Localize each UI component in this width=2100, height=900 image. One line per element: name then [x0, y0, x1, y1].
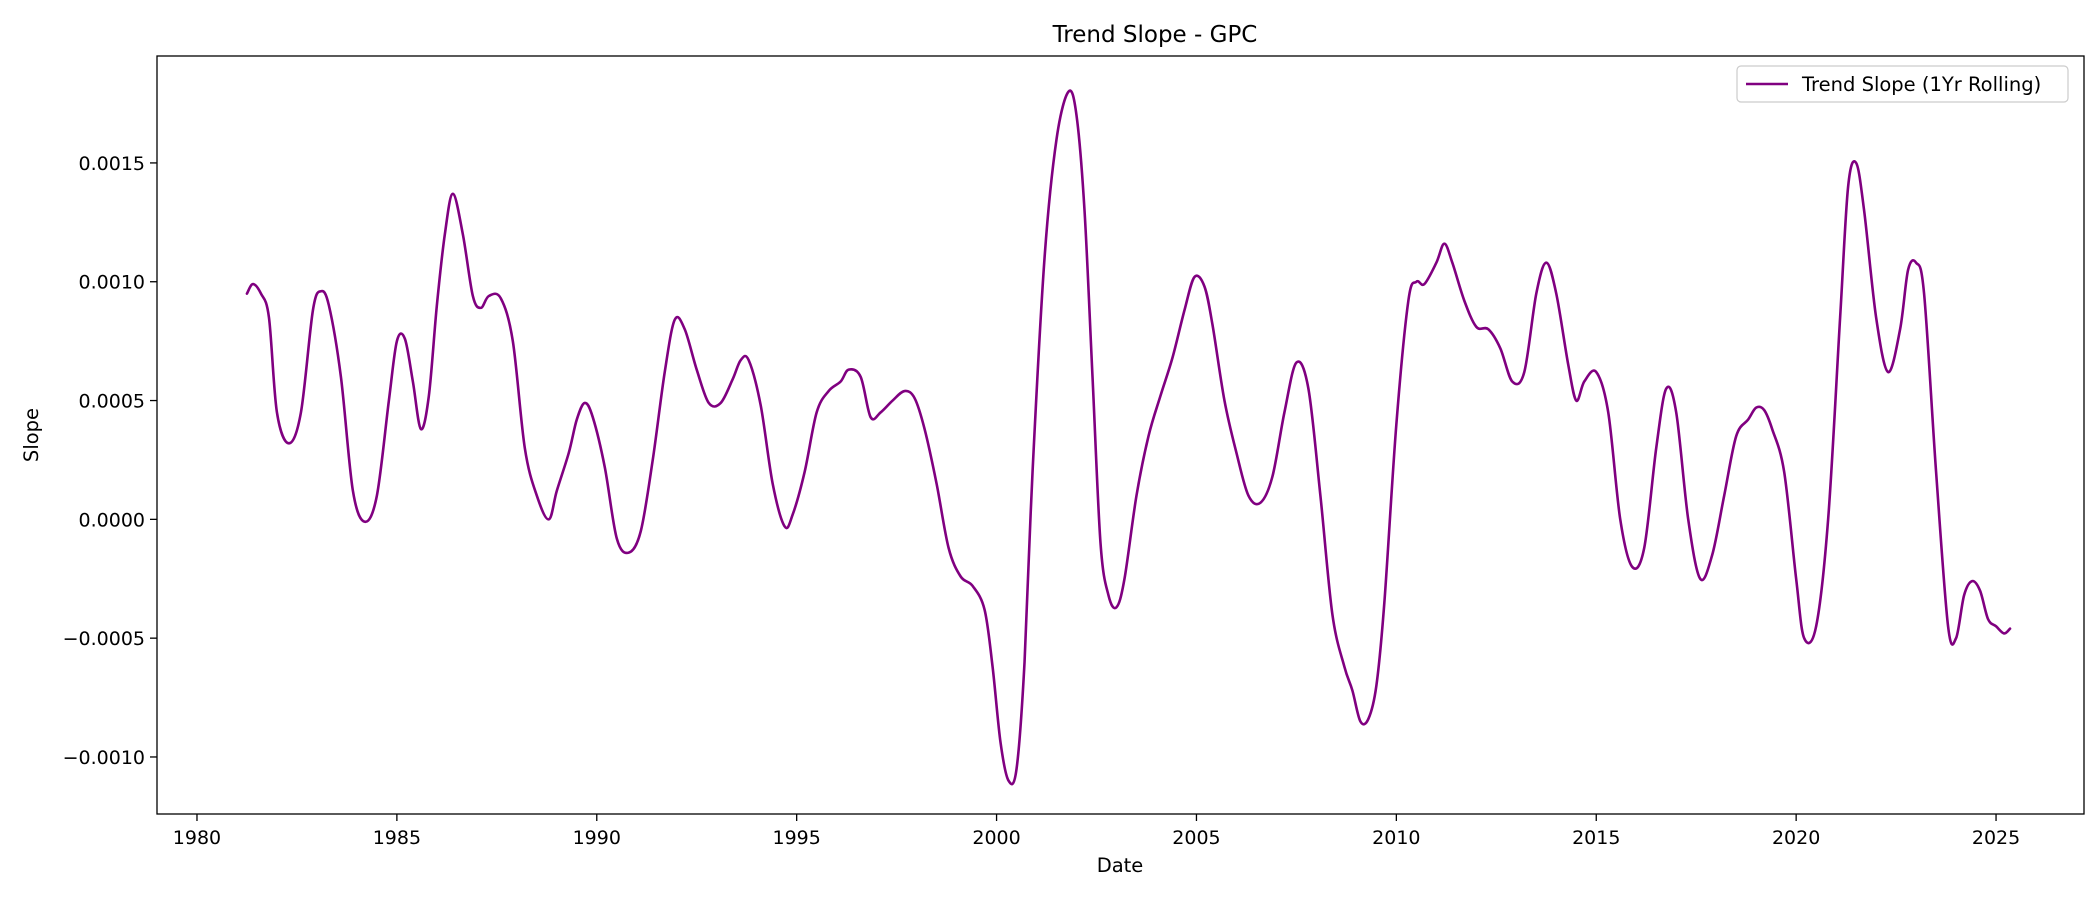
- y-axis-label: Slope: [20, 408, 43, 462]
- y-tick-label: 0.0005: [79, 391, 145, 413]
- legend-label: Trend Slope (1Yr Rolling): [1801, 73, 2041, 96]
- series-layer: [245, 89, 2012, 786]
- x-tick-label: 1990: [573, 827, 621, 849]
- legend: Trend Slope (1Yr Rolling): [1736, 65, 2069, 103]
- y-tick-label: 0.0015: [79, 153, 145, 175]
- y-tick-label: 0.0000: [79, 509, 145, 531]
- x-tick-label: 2000: [972, 827, 1020, 849]
- x-axis: 1980 1985 1990 1995 2000 2005 2010 2015 2020 2025: [173, 814, 2020, 849]
- legend-box: [1736, 65, 2069, 103]
- y-tick-label: 0.0010: [79, 272, 145, 294]
- x-tick-label: 2005: [1172, 827, 1220, 849]
- x-tick-label: 1985: [373, 827, 421, 849]
- y-tick-label: −0.0010: [63, 747, 145, 769]
- y-axis: −0.0010 −0.0005 0.0000 0.0005 0.0010 0.0015: [63, 153, 157, 769]
- x-axis-label: Date: [1097, 854, 1144, 877]
- x-tick-label: 2020: [1772, 827, 1820, 849]
- x-tick-label: 2010: [1372, 827, 1420, 849]
- chart-title: Trend Slope - GPC: [1052, 22, 1258, 48]
- x-tick-label: 1980: [173, 827, 221, 849]
- x-tick-label: 2025: [1972, 827, 2020, 849]
- x-tick-label: 2015: [1572, 827, 1620, 849]
- y-tick-label: −0.0005: [63, 628, 145, 650]
- x-tick-label: 1995: [772, 827, 820, 849]
- plot-area-frame: [156, 55, 2085, 815]
- series-line-trend-slope: [245, 89, 2012, 786]
